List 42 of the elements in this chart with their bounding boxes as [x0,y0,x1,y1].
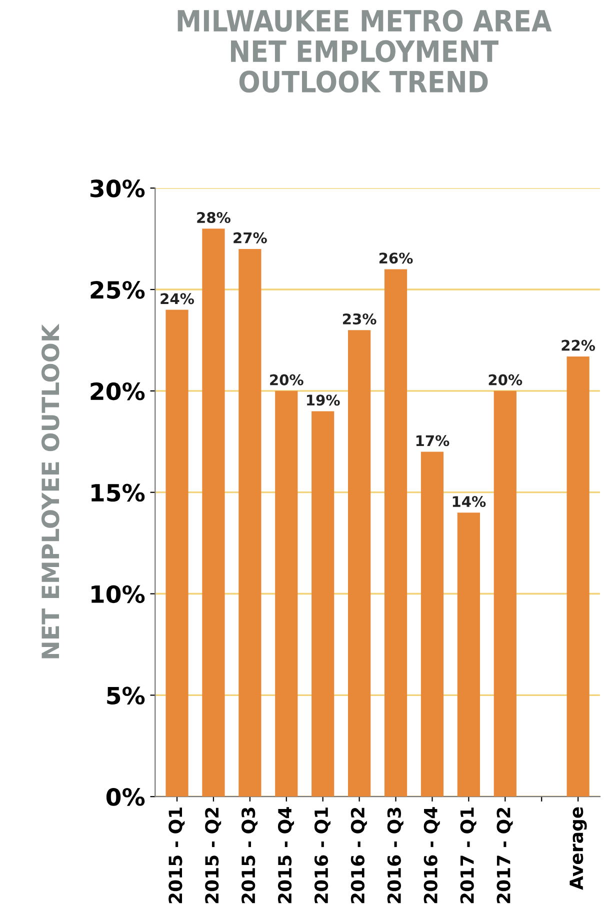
x-tick-label: 2016 - Q1 [314,808,330,904]
bar [275,390,298,797]
y-tick-label: 30% [90,180,145,198]
x-tick-label: 2015 - Q1 [168,808,185,904]
x-tick-label: Average [570,807,587,890]
x-tick-label: 2017 - Q1 [460,808,476,904]
bar [202,228,225,797]
chart-title: MILWAUKEE METRO AREA NET EMPLOYMENT OUTLOOK TREND [178,10,552,93]
x-tick-label: 2017 - Q2 [496,808,513,904]
data-label: 20% [488,374,522,386]
x-tick-label: 2015 - Q3 [242,808,258,904]
data-label: 28% [197,212,230,224]
bar [566,356,590,797]
bar [494,390,516,797]
x-tick-label: 2016 - Q4 [424,807,440,904]
y-tick-label: 10% [92,585,145,604]
data-label: 14% [452,496,486,508]
bar [420,452,444,797]
data-label: 24% [160,293,194,304]
bar [238,248,262,797]
data-label: 26% [379,252,413,264]
x-tick-label: 2016 - Q2 [350,808,367,904]
data-label: 22% [562,340,596,351]
data-label: 20% [270,374,304,386]
y-tick-label: 20% [90,382,145,400]
data-label: 23% [343,313,376,324]
bar [384,269,408,797]
y-axis-title: NET EMPLOYEE OUTLOOK [41,324,60,658]
data-label: 19% [307,394,340,406]
data-label: 17% [416,435,450,446]
y-tick-label: 5% [107,686,145,704]
x-tick-label: 2016 - Q3 [387,808,404,904]
bar [166,310,188,797]
data-label: 27% [234,232,267,244]
y-tick-label: 0% [106,788,145,806]
bar [457,512,480,797]
y-tick-label: 25% [90,280,145,299]
y-tick-label: 15% [92,484,145,502]
bar [348,330,371,797]
x-tick-label: 2015 - Q4 [278,807,294,904]
bar [312,411,334,797]
x-tick-label: 2015 - Q2 [205,808,222,904]
